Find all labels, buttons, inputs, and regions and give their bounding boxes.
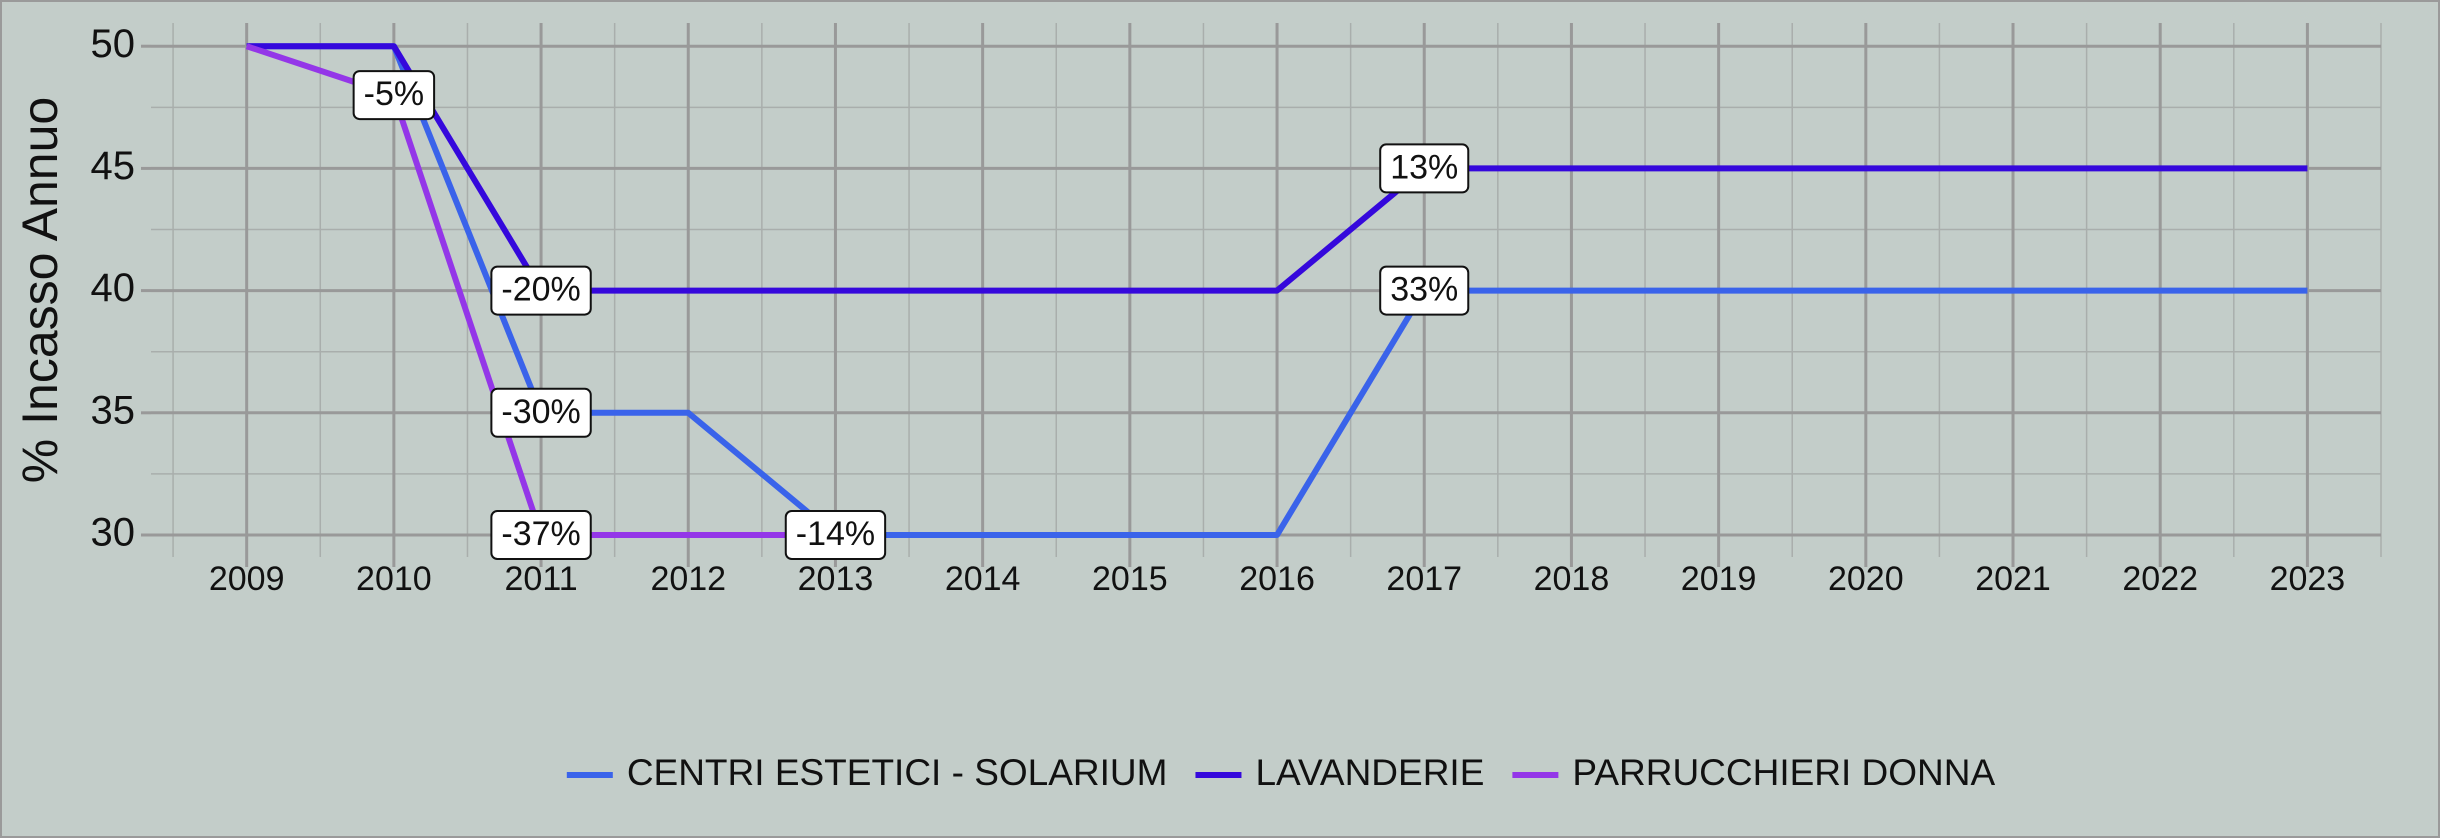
x-tick-label: 2017 <box>1386 560 1462 598</box>
legend-label: CENTRI ESTETICI - SOLARIUM <box>627 752 1168 793</box>
annotation-box <box>1379 265 1470 316</box>
x-tick-label: 2019 <box>1681 560 1757 598</box>
annotation: -5% <box>352 70 436 121</box>
legend-label: LAVANDERIE <box>1255 752 1484 793</box>
x-tick-label: 2012 <box>650 560 726 598</box>
annotation-label: 13% <box>1390 148 1458 186</box>
annotation: 33% <box>1379 265 1470 316</box>
annotation-label: 33% <box>1390 271 1458 309</box>
x-tick-label: 2011 <box>505 560 578 598</box>
x-tick-label: 2018 <box>1534 560 1610 598</box>
annotation: -14% <box>784 510 887 561</box>
annotation-label: -37% <box>501 515 580 553</box>
annotation: -30% <box>490 387 592 438</box>
annotation: 13% <box>1379 143 1470 194</box>
x-tick-label: 2013 <box>798 560 874 598</box>
x-tick-label: 2014 <box>945 560 1021 598</box>
x-tick-label: 2016 <box>1239 560 1315 598</box>
x-tick-label: 2010 <box>356 560 432 598</box>
annotation-label: -14% <box>796 515 875 553</box>
annotation: -37% <box>490 510 592 561</box>
x-tick-label: 2015 <box>1092 560 1168 598</box>
x-tick-label: 2021 <box>1975 560 2051 598</box>
y-tick-label: 45 <box>91 144 136 188</box>
annotation-box <box>490 387 592 438</box>
y-tick-label: 30 <box>91 511 136 555</box>
y-axis-label: % Incasso Annuo <box>12 97 68 483</box>
annotation-box <box>784 510 887 561</box>
x-tick-label: 2020 <box>1828 560 1904 598</box>
legend-label: PARRUCCHIERI DONNA <box>1572 752 1995 793</box>
annotation-box <box>490 510 592 561</box>
y-tick-label: 50 <box>91 22 136 66</box>
annotation-box <box>1379 143 1470 194</box>
annotation-box <box>490 265 592 316</box>
x-tick-label: 2023 <box>2270 560 2346 598</box>
annotation: -20% <box>490 265 592 316</box>
y-tick-label: 35 <box>91 388 136 432</box>
x-tick-label: 2009 <box>209 560 285 598</box>
annotation-label: -5% <box>364 75 424 113</box>
annotation-box <box>352 70 436 121</box>
x-tick-label: 2022 <box>2122 560 2198 598</box>
annotation-label: -20% <box>501 271 580 309</box>
annotation-label: -30% <box>501 393 580 431</box>
y-tick-label: 40 <box>91 266 136 310</box>
